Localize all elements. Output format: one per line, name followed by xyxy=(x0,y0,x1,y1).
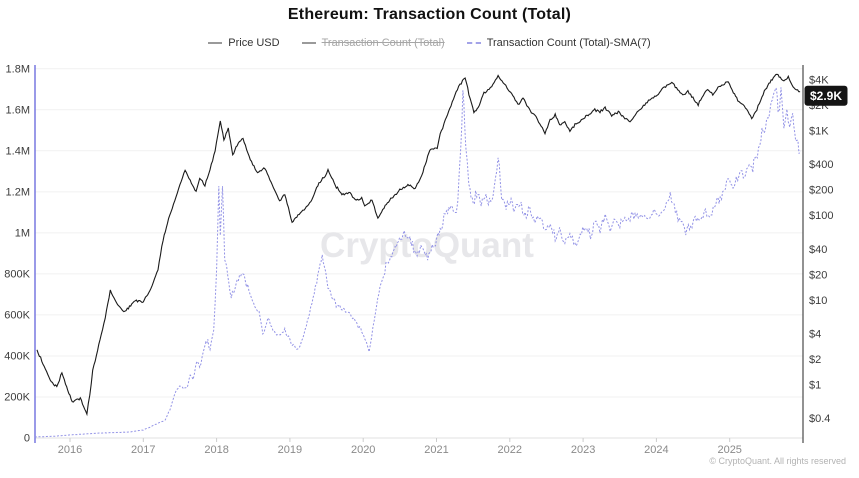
right-axis-label: $10 xyxy=(809,295,827,307)
legend-label: Transaction Count (Total) xyxy=(321,37,445,49)
right-axis-label: $1 xyxy=(809,380,821,392)
left-axis-label: 800K xyxy=(4,268,30,280)
legend-swatch-line-icon xyxy=(301,42,316,44)
legend-item-0[interactable]: Price USD xyxy=(208,37,280,49)
left-axis-label: 200K xyxy=(4,391,30,403)
legend-item-1[interactable]: Transaction Count (Total) xyxy=(301,37,445,49)
right-axis-label: $200 xyxy=(809,185,833,197)
right-axis-label: $20 xyxy=(809,269,827,281)
legend-label: Price USD xyxy=(228,37,280,49)
copyright-text: © CryptoQuant. All rights reserved xyxy=(709,456,846,466)
legend-swatch-dashed-line-icon xyxy=(466,42,481,44)
legend-swatch-line-icon xyxy=(208,42,223,44)
x-tick-label: 2018 xyxy=(204,444,228,456)
legend: Price USD Transaction Count (Total) Transa… xyxy=(0,37,859,49)
legend-label: Transaction Count (Total)-SMA(7) xyxy=(486,37,651,49)
x-tick-label: 2020 xyxy=(351,444,375,456)
page-title: Ethereum: Transaction Count (Total) xyxy=(287,6,572,23)
right-axis-label: $0.4 xyxy=(809,413,830,425)
left-axis-label: 1.2M xyxy=(6,186,30,198)
left-axis-label: 1.4M xyxy=(6,145,30,157)
right-axis-label: $2 xyxy=(809,354,821,366)
latest-price-badge-label: $2.9K xyxy=(810,89,842,103)
legend-item-2[interactable]: Transaction Count (Total)-SMA(7) xyxy=(466,37,651,49)
latest-price-badge xyxy=(804,85,848,106)
left-axis-label: 400K xyxy=(4,350,30,362)
x-tick-label: 2017 xyxy=(131,444,155,456)
watermark: CryptoQuant xyxy=(320,226,534,265)
left-axis-label: 600K xyxy=(4,309,30,321)
right-axis-label: $4K xyxy=(809,74,829,86)
x-tick-label: 2022 xyxy=(498,444,522,456)
right-axis-label: $4 xyxy=(809,329,821,341)
right-axis-label: $400 xyxy=(809,159,833,171)
left-axis-label: 0 xyxy=(24,433,30,445)
x-tick-label: 2019 xyxy=(278,444,302,456)
left-axis-label: 1M xyxy=(15,227,30,239)
x-tick-label: 2025 xyxy=(717,444,741,456)
right-axis-label: $1K xyxy=(809,125,829,137)
x-tick-label: 2023 xyxy=(571,444,595,456)
right-axis-label: $40 xyxy=(809,244,827,256)
left-axis-label: 1.8M xyxy=(6,63,30,75)
x-tick-label: 2016 xyxy=(58,444,82,456)
x-tick-label: 2024 xyxy=(644,444,668,456)
price-line[interactable] xyxy=(36,73,801,417)
right-axis-label: $100 xyxy=(809,210,833,222)
sma-line[interactable] xyxy=(34,86,801,438)
x-tick-label: 2021 xyxy=(424,444,448,456)
left-axis-label: 1.6M xyxy=(6,104,30,116)
plot-area[interactable] xyxy=(35,65,803,438)
